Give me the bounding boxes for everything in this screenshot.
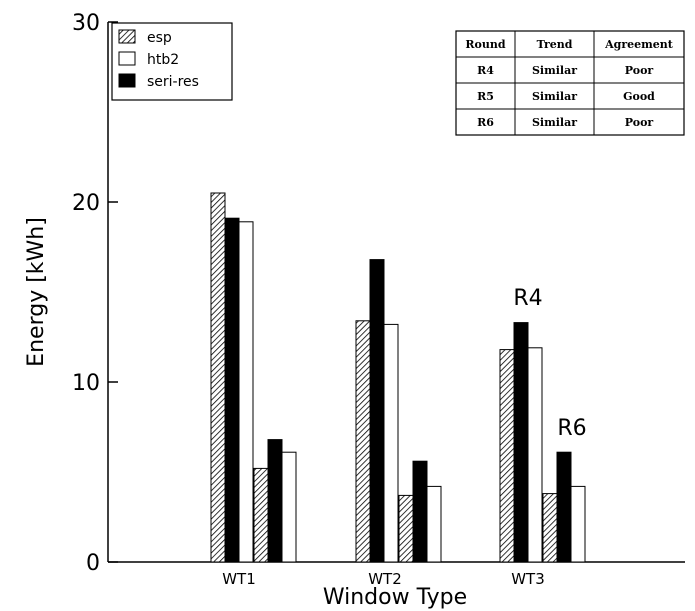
bar-htb2-wt2-r6 (426, 485, 442, 563)
bar-seri-res-wt3-r4 (513, 322, 529, 563)
y-tick-label: 20 (72, 191, 100, 216)
bar-seri-res-wt1-r4 (224, 217, 240, 563)
x-category-label: WT3 (511, 570, 545, 588)
table-header-cell: Trend (537, 38, 573, 51)
table-cell: R4 (477, 64, 494, 77)
legend: esp htb2 seri-res (111, 22, 233, 101)
bar-htb2-wt3-r6 (570, 485, 586, 563)
bar-esp-wt3-r4 (499, 349, 515, 563)
table-header-cell: Agreement (604, 38, 674, 51)
bar-seri-res-wt1-r6 (267, 439, 283, 563)
y-ticks: 0 10 20 30 (72, 11, 118, 576)
bar-esp-wt1-r6 (253, 467, 269, 563)
table-cell: Poor (625, 64, 654, 77)
bar-seri-res-wt2-r4 (369, 259, 385, 563)
annotation-r4: R4 (513, 286, 542, 311)
bar-esp-wt3-r6 (542, 493, 558, 563)
bar-htb2-wt2-r4 (383, 323, 399, 563)
legend-swatch-htb2 (118, 51, 136, 66)
x-axis-title: Window Type (323, 585, 467, 610)
bar-seri-res-wt2-r6 (412, 460, 428, 563)
legend-label-htb2: htb2 (147, 52, 179, 68)
bar-esp-wt2-r4 (355, 320, 371, 563)
table-cell: R5 (477, 90, 494, 103)
x-category-label: WT2 (368, 570, 402, 588)
bar-htb2-wt1-r4 (238, 221, 254, 563)
annotations: R4 R6 (513, 286, 586, 441)
legend-label-esp: esp (147, 30, 172, 46)
bar-esp-wt2-r6 (398, 494, 414, 563)
y-tick-label: 10 (72, 371, 100, 396)
summary-table: Round Trend Agreement R4 Similar Poor R5 Simila… (455, 30, 685, 136)
legend-swatch-seri-res (118, 73, 136, 88)
bar-htb2-wt1-r6 (281, 451, 297, 563)
legend-label-seri-res: seri-res (147, 74, 199, 90)
x-category-label: WT1 (222, 570, 256, 588)
table-header-cell: Round (465, 38, 505, 51)
table-cell: Similar (532, 90, 577, 103)
table-cell: Similar (532, 64, 577, 77)
table-cell: Similar (532, 116, 577, 129)
table-cell: R6 (477, 116, 494, 129)
table-cell: Poor (625, 116, 654, 129)
y-axis-title: Energy [kWh] (24, 217, 49, 367)
legend-swatch-esp (118, 29, 136, 44)
category-labels: WT1 WT2 WT3 (222, 570, 545, 588)
annotation-r6: R6 (557, 416, 586, 441)
bars (210, 192, 586, 563)
y-tick-label: 0 (86, 551, 100, 576)
table-cell: Good (623, 90, 655, 103)
y-tick-label: 30 (72, 11, 100, 36)
bar-htb2-wt3-r4 (527, 347, 543, 563)
bar-esp-wt1-r4 (210, 192, 226, 563)
bar-seri-res-wt3-r6 (556, 451, 572, 563)
